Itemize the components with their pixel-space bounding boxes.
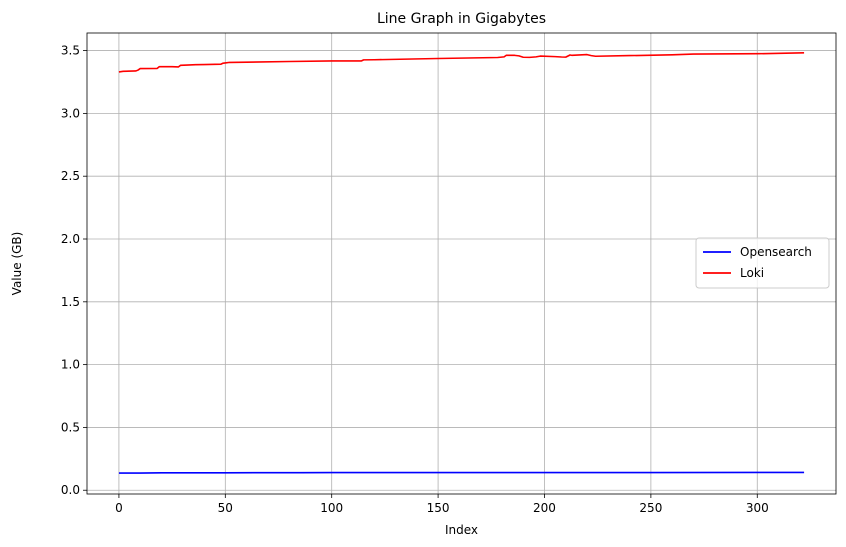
x-tick-label: 100 [320,501,343,515]
y-tick-label: 1.0 [61,358,80,372]
y-tick-label: 2.5 [61,169,80,183]
y-tick-label: 3.0 [61,106,80,120]
x-axis-ticks: 0 50 100 150 200 250 300 [115,494,769,515]
x-tick-label: 250 [639,501,662,515]
legend-label-loki: Loki [740,266,764,280]
legend: Opensearch Loki [695,237,830,289]
plot-area-frame [86,32,837,495]
y-tick-label: 0.5 [61,420,80,434]
x-axis-title: Index [445,523,478,537]
chart-title: Line Graph in Gigabytes [377,11,546,27]
series-line-loki [118,52,805,73]
x-tick-label: 300 [746,501,769,515]
legend-box [695,237,830,289]
y-tick-label: 0.0 [61,483,80,497]
x-tick-label: 150 [427,501,450,515]
y-tick-label: 3.5 [61,44,80,58]
x-tick-label: 50 [218,501,233,515]
x-tick-label: 200 [533,501,556,515]
y-tick-label: 2.0 [61,232,80,246]
series-layer [118,52,805,474]
y-tick-label: 1.5 [61,295,80,309]
x-tick-label: 0 [115,501,123,515]
series-line-opensearch [118,471,805,474]
y-axis-ticks: 0.0 0.5 1.0 1.5 2.0 2.5 3.0 3.5 [61,44,87,497]
legend-label-opensearch: Opensearch [740,245,812,259]
grid-lines [87,33,836,494]
y-axis-title: Value (GB) [10,232,24,296]
